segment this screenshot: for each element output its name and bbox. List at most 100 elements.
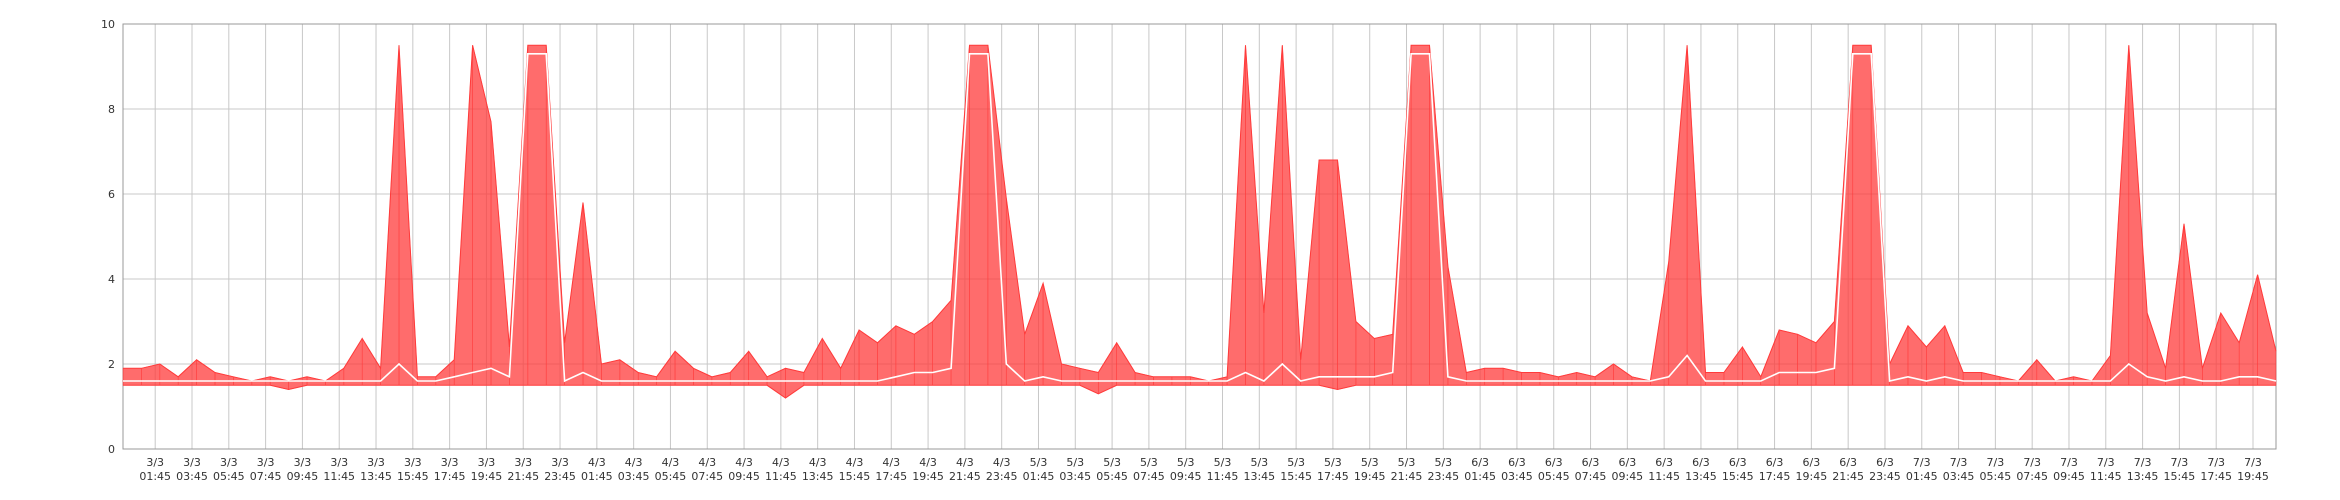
range-band [1374,333,1394,386]
range-band [674,350,694,386]
x-tick-label: 6/3 01:45 [1464,456,1496,483]
x-tick-label: 5/3 07:45 [1133,456,1165,483]
range-band [343,337,363,386]
range-band [2146,312,2166,386]
x-tick-label: 6/3 11:45 [1648,456,1680,483]
range-band [1852,44,1872,386]
x-tick-label: 3/3 15:45 [397,456,429,483]
x-tick-label: 4/3 05:45 [655,456,687,483]
x-tick-label: 6/3 05:45 [1538,456,1570,483]
y-tick-label: 0 [108,443,115,456]
range-band [361,337,381,386]
x-tick-label: 5/3 03:45 [1059,456,1091,483]
range-band [785,367,805,399]
x-tick-label: 7/3 03:45 [1943,456,1975,483]
x-tick-label: 7/3 17:45 [2200,456,2232,483]
x-tick-label: 3/3 11:45 [323,456,355,483]
x-tick-label: 4/3 01:45 [581,456,613,483]
x-tick-label: 4/3 15:45 [839,456,871,483]
range-band [2202,312,2222,386]
range-band [913,320,933,386]
x-tick-label: 5/3 23:45 [1427,456,1459,483]
x-tick-label: 4/3 17:45 [875,456,907,483]
x-tick-label: 5/3 05:45 [1096,456,1128,483]
range-band [472,45,492,386]
x-tick-label: 6/3 03:45 [1501,456,1533,483]
x-tick-label: 7/3 11:45 [2090,456,2122,483]
range-edge [123,384,2276,399]
x-tick-label: 4/3 09:45 [728,456,760,483]
range-band [1962,372,1982,386]
range-band [1042,283,1062,386]
range-band [1263,45,1283,386]
range-band [1889,325,1909,386]
range-band [969,44,989,386]
range-band [1318,159,1338,390]
x-tick-label: 4/3 21:45 [949,456,981,483]
range-band [1778,329,1798,386]
range-band [1926,324,1946,386]
x-tick-label: 5/3 01:45 [1023,456,1055,483]
y-tick-label: 10 [101,18,115,31]
x-tick-label: 6/3 17:45 [1759,456,1791,483]
range-band [803,338,823,386]
x-tick-label: 3/3 01:45 [139,456,171,483]
x-tick-label: 7/3 05:45 [1980,456,2012,483]
y-tick-label: 6 [108,188,115,201]
range-band [2220,311,2240,386]
x-tick-label: 6/3 19:45 [1796,456,1828,483]
x-tick-label: 5/3 15:45 [1280,456,1312,483]
x-tick-label: 5/3 09:45 [1170,456,1202,483]
x-tick-label: 4/3 07:45 [691,456,723,483]
range-band [1944,325,1964,386]
range-band [122,367,142,386]
x-tick-label: 7/3 19:45 [2237,456,2269,483]
y-tick-label: 2 [108,358,115,371]
x-tick-label: 6/3 07:45 [1575,456,1607,483]
range-band [656,350,676,386]
range-band [729,350,749,386]
range-band [1355,320,1375,386]
x-tick-label: 6/3 23:45 [1869,456,1901,483]
x-tick-label: 3/3 17:45 [434,456,466,483]
x-tick-label: 3/3 19:45 [471,456,503,483]
range-band [1907,324,1927,386]
range-band [1521,372,1541,386]
range-edge [123,44,2277,382]
x-tick-label: 4/3 03:45 [618,456,650,483]
mean-line [123,53,2277,383]
x-tick-label: 4/3 23:45 [986,456,1018,483]
range-band [325,367,345,386]
y-tick-label: 4 [108,273,115,286]
x-tick-label: 4/3 13:45 [802,456,834,483]
x-tick-label: 3/3 05:45 [213,456,245,483]
x-tick-label: 4/3 19:45 [912,456,944,483]
range-band [858,329,878,386]
x-tick-label: 3/3 03:45 [176,456,208,483]
range-band [1723,346,1743,386]
range-band [1705,372,1725,386]
range-band [2257,274,2277,386]
x-tick-label: 5/3 13:45 [1243,456,1275,483]
x-tick-label: 3/3 13:45 [360,456,392,483]
x-tick-label: 7/3 09:45 [2053,456,2085,483]
x-tick-label: 4/3 11:45 [765,456,797,483]
x-tick-label: 7/3 01:45 [1906,456,1938,483]
range-band [564,202,584,386]
plot-frame [122,23,2277,450]
range-band [1410,44,1430,386]
range-band [1024,283,1044,386]
range-band [1245,45,1265,386]
x-tick-label: 6/3 13:45 [1685,456,1717,483]
range-band [693,367,713,386]
range-band [2128,45,2148,386]
range-band [821,337,841,386]
x-tick-label: 3/3 21:45 [507,456,539,483]
range-band [1005,198,1025,386]
range-band [1815,320,1835,386]
x-tick-label: 3/3 07:45 [250,456,282,483]
y-tick-label: 8 [108,103,115,116]
range-band [1484,367,1504,386]
x-tick-label: 5/3 11:45 [1207,456,1239,483]
